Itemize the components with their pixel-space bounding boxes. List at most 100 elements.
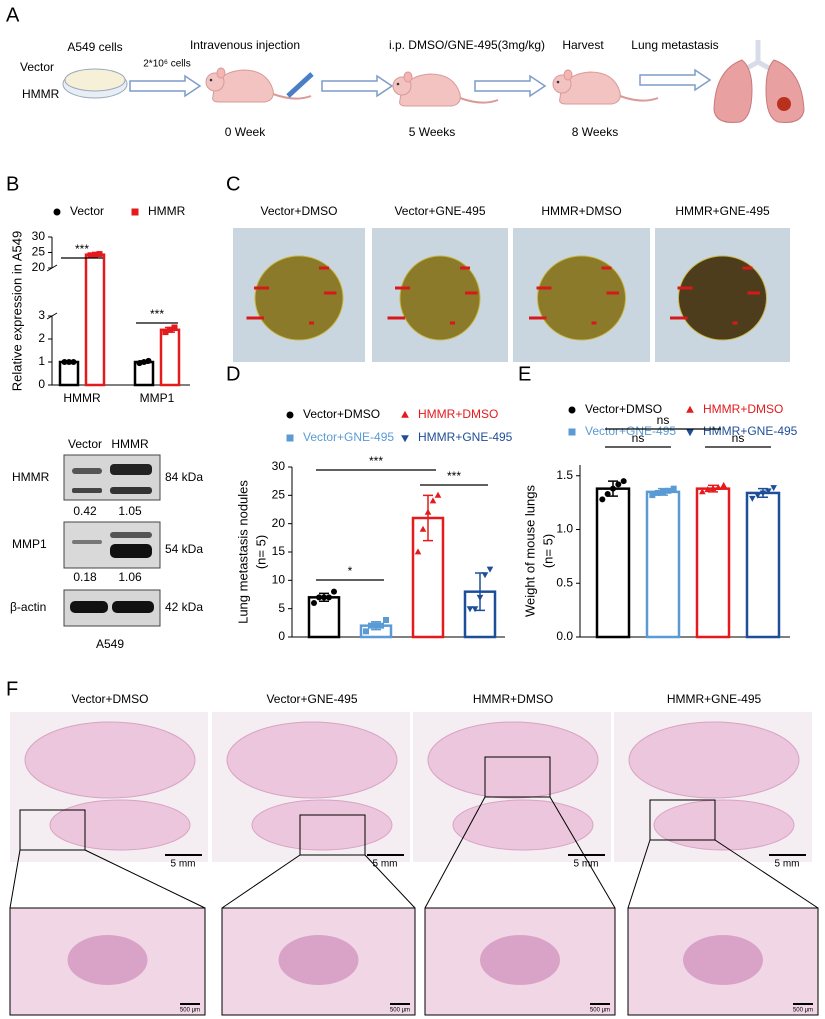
mouse bbox=[205, 67, 312, 103]
panel-label: B bbox=[6, 173, 19, 195]
panel-label: F bbox=[6, 678, 18, 700]
group-title: HMMR+DMSO bbox=[541, 204, 621, 218]
sig-label: *** bbox=[369, 454, 383, 468]
marker bbox=[720, 481, 727, 488]
scale-label: 5 mm bbox=[775, 859, 800, 870]
size-label: 54 kDa bbox=[165, 542, 203, 556]
bar bbox=[58, 360, 80, 387]
legend-label: Vector+DMSO bbox=[585, 402, 662, 416]
band bbox=[110, 532, 152, 538]
group-title: Vector+GNE-495 bbox=[394, 204, 485, 218]
scale-label: 500 μm bbox=[390, 1008, 410, 1014]
marker bbox=[481, 572, 489, 579]
marker bbox=[70, 359, 77, 365]
scale-label: 500 μm bbox=[793, 1008, 813, 1014]
marker bbox=[331, 588, 337, 595]
bar bbox=[695, 487, 731, 639]
protein-label: β-actin bbox=[10, 600, 46, 614]
panel-label: D bbox=[226, 363, 240, 385]
tissue bbox=[24, 721, 196, 799]
marker bbox=[759, 490, 767, 497]
marker bbox=[66, 359, 72, 365]
cells-label: A549 cells bbox=[67, 40, 122, 54]
marker bbox=[53, 208, 61, 216]
marker bbox=[378, 622, 384, 629]
marker bbox=[326, 594, 332, 601]
arrow bbox=[321, 75, 393, 97]
marker bbox=[321, 594, 327, 601]
sig-label: ns bbox=[657, 413, 670, 427]
marker bbox=[373, 622, 379, 629]
marker bbox=[316, 594, 322, 601]
arrow bbox=[129, 75, 201, 97]
y-tick-label: 25 bbox=[32, 245, 46, 259]
protein-label: MMP1 bbox=[12, 537, 47, 551]
group-label: Vector bbox=[20, 60, 54, 74]
marker bbox=[770, 485, 777, 492]
legend-label: HMMR+GNE-495 bbox=[418, 430, 513, 444]
step-time: 5 Weeks bbox=[409, 125, 455, 139]
dose-label: 2*10⁶ cells bbox=[143, 59, 190, 70]
protein-label: HMMR bbox=[12, 470, 50, 484]
syringe bbox=[286, 72, 314, 98]
y-tick-label: 0.5 bbox=[556, 575, 573, 589]
zoom-line bbox=[9, 849, 21, 909]
marker bbox=[568, 406, 576, 414]
tissue bbox=[67, 935, 148, 985]
group-title: HMMR+GNE-495 bbox=[667, 692, 762, 706]
marker bbox=[136, 360, 143, 367]
zoom-line bbox=[364, 854, 416, 909]
marker bbox=[131, 208, 139, 216]
x-tick-label: HMMR bbox=[63, 391, 101, 405]
lane-label: HMMR bbox=[111, 437, 149, 451]
size-label: 42 kDa bbox=[165, 600, 203, 614]
marker bbox=[471, 606, 479, 613]
scale-label: 5 mm bbox=[171, 859, 196, 870]
marker bbox=[649, 492, 656, 499]
tissue bbox=[427, 721, 599, 799]
band bbox=[72, 468, 102, 474]
zoom-line bbox=[714, 839, 819, 909]
marker bbox=[660, 488, 666, 495]
y-axis-label: Weight of mouse lungs bbox=[522, 485, 537, 617]
legend-label: Vector+DMSO bbox=[303, 407, 380, 421]
legend-label: Vector+GNE-495 bbox=[585, 424, 676, 438]
marker bbox=[141, 359, 147, 365]
band bbox=[70, 601, 108, 613]
arrow bbox=[474, 75, 546, 97]
zoom-line bbox=[549, 796, 616, 909]
marker bbox=[686, 405, 694, 413]
y-axis-label: (n= 5) bbox=[540, 534, 555, 568]
scale-label: 5 mm bbox=[373, 859, 398, 870]
zoom-line bbox=[424, 796, 486, 909]
scale-label: 500 μm bbox=[590, 1008, 610, 1014]
step-time: 0 Week bbox=[225, 125, 266, 139]
marker bbox=[699, 488, 706, 495]
legend-label: HMMR+GNE-495 bbox=[703, 424, 798, 438]
axis-break bbox=[46, 264, 58, 272]
band bbox=[72, 540, 102, 544]
marker bbox=[749, 495, 756, 502]
tissue bbox=[278, 935, 359, 985]
ratio: 1.06 bbox=[118, 570, 142, 584]
y-tick-label: 1.5 bbox=[556, 468, 573, 482]
marker bbox=[61, 359, 68, 365]
marker bbox=[620, 478, 627, 485]
y-tick-label: 20 bbox=[32, 260, 46, 274]
tissue bbox=[452, 799, 594, 851]
lung-tissue bbox=[399, 255, 481, 341]
step-time: 8 Weeks bbox=[572, 125, 618, 139]
bar bbox=[745, 491, 781, 639]
marker bbox=[604, 491, 611, 498]
marker bbox=[145, 357, 152, 364]
y-tick-label: 1 bbox=[38, 354, 45, 368]
marker bbox=[286, 411, 294, 419]
marker bbox=[429, 497, 437, 504]
lung-tissue bbox=[254, 255, 344, 341]
tissue bbox=[683, 935, 763, 985]
sig-label: ns bbox=[632, 431, 645, 445]
marker bbox=[709, 485, 717, 492]
scale-label: 5 mm bbox=[574, 859, 599, 870]
marker bbox=[670, 485, 677, 492]
zoom-box bbox=[299, 814, 366, 856]
